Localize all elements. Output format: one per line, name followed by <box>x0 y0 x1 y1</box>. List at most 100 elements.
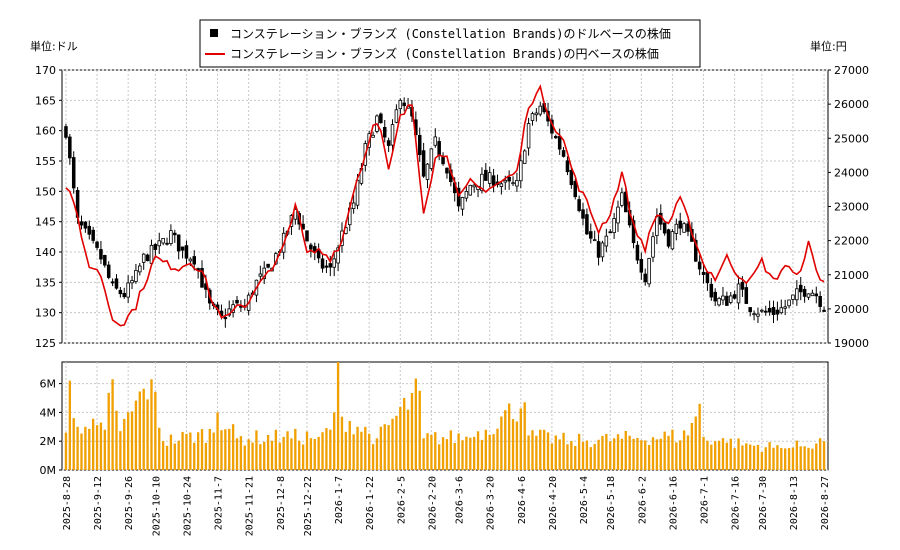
volume-bar <box>360 431 363 470</box>
jpy-tick-label: 26000 <box>834 98 869 111</box>
candle-body <box>701 271 706 275</box>
candle-body <box>429 148 434 169</box>
volume-bar <box>406 409 410 470</box>
candle-body <box>161 238 165 244</box>
volume-bar <box>756 444 760 470</box>
volume-bar <box>126 412 130 470</box>
volume-bar <box>418 390 421 470</box>
volume-bar <box>368 433 371 470</box>
candle-body <box>725 295 729 306</box>
volume-bar <box>593 444 596 470</box>
candle-body <box>771 306 776 315</box>
candle-body <box>763 310 768 313</box>
candle-body <box>126 282 130 298</box>
volume-bar <box>72 418 75 470</box>
volume-bar <box>632 438 635 470</box>
candle-body <box>114 278 119 289</box>
candle-body <box>748 307 752 313</box>
volume-bar <box>134 400 138 470</box>
volume-bar <box>410 393 414 470</box>
volume-bar <box>488 434 491 470</box>
usd-tick-label: 125 <box>35 337 56 350</box>
volume-bar <box>387 425 390 470</box>
volume-bar <box>624 430 627 470</box>
usd-tick-label: 140 <box>35 246 56 259</box>
candle-body <box>320 258 325 269</box>
candle-body <box>608 231 612 234</box>
usd-tick-label: 150 <box>35 185 56 198</box>
volume-bar <box>507 403 511 470</box>
volume-bar <box>671 429 674 470</box>
volume-bar <box>682 430 686 470</box>
candle-body <box>402 102 406 107</box>
candle-body <box>499 183 504 187</box>
volume-bar <box>620 438 624 470</box>
candle-body <box>565 160 570 173</box>
candle-body <box>736 283 741 304</box>
candle-body <box>561 150 566 157</box>
volume-bar <box>340 416 344 470</box>
volume-bar <box>298 440 301 470</box>
candle-body <box>425 163 430 180</box>
jpy-tick-label: 27000 <box>834 64 869 77</box>
candle-body <box>332 258 336 268</box>
volume-bar <box>88 428 91 470</box>
volume-bar <box>822 441 826 470</box>
volume-bar <box>574 446 577 470</box>
candle-body <box>456 187 461 207</box>
volume-bar <box>741 445 744 470</box>
x-tick-label: 2026-7-1 <box>700 476 711 524</box>
x-tick-label: 2025-12-8 <box>276 476 287 530</box>
volume-bar <box>399 407 402 470</box>
candle-body <box>293 209 298 220</box>
candle-body <box>460 197 465 210</box>
volume-bar <box>158 427 161 470</box>
candle-body <box>647 258 651 285</box>
x-tick-label: 2026-2-5 <box>396 476 407 524</box>
volume-bar <box>484 429 487 470</box>
price-panel <box>61 69 829 344</box>
volume-bar <box>177 440 180 470</box>
jpy-tick-label: 21000 <box>834 269 869 282</box>
legend-usd-swatch <box>210 29 218 37</box>
candle-body <box>705 271 710 284</box>
volume-bar <box>266 435 270 470</box>
volume-bar <box>601 435 604 470</box>
volume-bar <box>655 439 659 470</box>
volume-bar <box>663 431 666 470</box>
volume-tick-label: 4M <box>40 406 57 419</box>
candle-body <box>134 269 138 282</box>
candle-body <box>153 244 158 250</box>
jpy-tick-label: 19000 <box>834 337 869 350</box>
usd-tick-label: 145 <box>35 216 56 229</box>
volume-bar <box>539 429 542 470</box>
volume-bar <box>768 442 771 470</box>
candle-body <box>631 220 636 244</box>
volume-bar <box>659 438 662 470</box>
volume-bar <box>414 378 418 470</box>
candle-body <box>655 216 659 236</box>
volume-bar <box>554 435 557 470</box>
x-tick-label: 2025-10-10 <box>151 476 162 536</box>
volume-bar <box>679 440 682 470</box>
volume-bar <box>329 429 332 470</box>
x-tick-label: 2026-4-6 <box>517 476 528 524</box>
volume-tick-label: 0M <box>40 464 57 477</box>
candle-body <box>795 288 799 301</box>
candle-body <box>386 140 391 146</box>
volume-bar <box>589 447 592 470</box>
x-tick-label: 2025-9-12 <box>93 476 104 530</box>
candle-body <box>678 220 682 229</box>
candle-body <box>810 292 815 297</box>
volume-bar <box>776 445 779 470</box>
x-tick-label: 2026-6-2 <box>637 476 648 524</box>
candle-body <box>122 292 127 298</box>
x-tick-label: 2026-6-16 <box>668 476 679 530</box>
candle-body <box>557 136 562 150</box>
volume-bar <box>430 434 433 470</box>
volume-bar <box>185 433 188 470</box>
candle-body <box>822 309 826 312</box>
candle-body <box>83 221 88 229</box>
jpy-price-line <box>65 84 825 327</box>
